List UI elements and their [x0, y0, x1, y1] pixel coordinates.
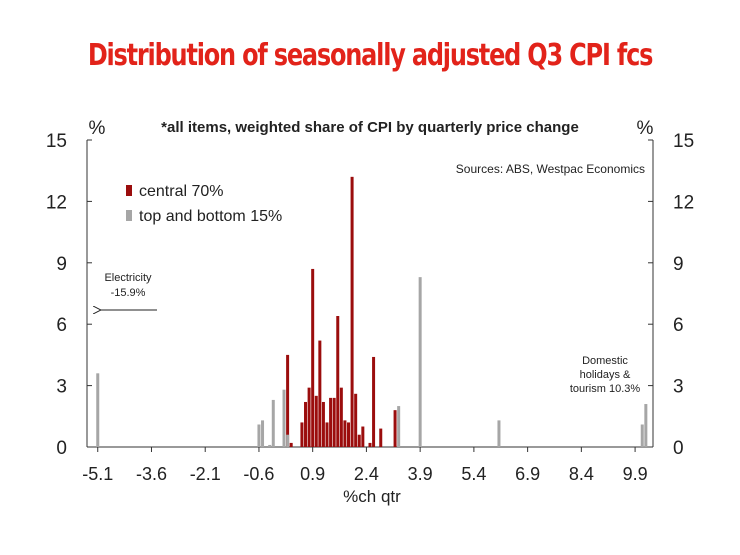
x-tick-label: -3.6: [136, 464, 167, 484]
bar-central: [339, 387, 343, 447]
y-tick-label-left: 9: [56, 254, 67, 275]
bar-tails: [282, 389, 286, 447]
bar-tails: [286, 434, 290, 447]
annotation-electricity-line1: Electricity: [104, 272, 152, 284]
y-tick-label-left: 6: [56, 315, 67, 336]
bar-tails: [261, 420, 265, 447]
bar-central: [336, 316, 340, 447]
y-tick-label-left: 15: [46, 131, 67, 152]
bar-central: [329, 397, 333, 447]
bar-central: [286, 354, 290, 447]
x-tick-label: -2.1: [190, 464, 221, 484]
bar-central: [325, 422, 329, 447]
bar-central: [354, 393, 358, 447]
bar-central: [318, 340, 322, 447]
x-tick-label: 6.9: [515, 464, 540, 484]
y-tick-label-left: 0: [56, 438, 67, 459]
bar-tails: [644, 404, 648, 447]
annotation-electricity: Electricity -15.9%: [100, 272, 157, 310]
bar-central: [368, 442, 372, 447]
bar-central: [300, 422, 304, 447]
y-tick-label-right: 9: [673, 254, 684, 275]
bar-tails: [497, 420, 501, 447]
y-unit-left: %: [89, 118, 106, 139]
legend-swatch-tails: [126, 210, 132, 221]
bar-central: [361, 426, 365, 447]
legend-label-tails: top and bottom 15%: [139, 208, 282, 225]
bar-central: [321, 401, 325, 447]
annotation-domestic-line3: tourism 10.3%: [570, 383, 641, 395]
x-tick-label: 9.9: [623, 464, 648, 484]
annotation-domestic-line1: Domestic: [582, 355, 628, 367]
annotation-domestic-holidays: Domestic holidays & tourism 10.3%: [570, 355, 641, 395]
y-tick-label-left: 12: [46, 192, 67, 213]
bar-central: [350, 176, 354, 447]
x-axis-label: %ch qtr: [343, 487, 401, 506]
bar-central: [289, 442, 293, 447]
legend-swatch-central: [126, 185, 132, 196]
bar-tails: [397, 406, 401, 447]
source-note: Sources: ABS, Westpac Economics: [456, 162, 645, 176]
bar-tails: [268, 444, 272, 447]
x-tick-label: -0.6: [243, 464, 274, 484]
page-title: Distribution of seasonally adjusted Q3 C…: [87, 38, 654, 73]
x-tick-label: 2.4: [354, 464, 379, 484]
x-tick-label: -5.1: [82, 464, 113, 484]
legend: central 70% top and bottom 15%: [126, 183, 282, 225]
y-tick-label-right: 6: [673, 315, 684, 336]
bar-central: [343, 420, 347, 447]
y-tick-label-left: 3: [56, 377, 67, 398]
legend-label-central: central 70%: [139, 183, 224, 200]
bar-central: [393, 410, 397, 447]
bar-central: [304, 401, 308, 447]
y-unit-right: %: [637, 118, 654, 139]
x-tick-label: 3.9: [408, 464, 433, 484]
bar-central: [379, 428, 383, 447]
bar-central: [311, 268, 315, 447]
y-tick-label-right: 15: [673, 131, 694, 152]
annotation-electricity-line2: -15.9%: [111, 287, 146, 299]
bar-central: [372, 356, 376, 447]
x-tick-label: 8.4: [569, 464, 594, 484]
bar-tails: [257, 424, 261, 447]
annotation-domestic-line2: holidays &: [580, 369, 631, 381]
bar-central: [307, 387, 311, 447]
x-tick-label: 5.4: [461, 464, 486, 484]
chart-subtitle: *all items, weighted share of CPI by qua…: [161, 119, 579, 136]
bar-central: [347, 422, 351, 447]
y-tick-label-right: 3: [673, 377, 684, 398]
y-tick-label-right: 12: [673, 192, 694, 213]
x-tick-label: 0.9: [300, 464, 325, 484]
bar-tails: [96, 373, 100, 447]
bar-central: [357, 434, 361, 447]
bar-central: [332, 397, 336, 447]
y-tick-label-right: 0: [673, 438, 684, 459]
bar-central: [314, 395, 318, 447]
bar-tails: [271, 399, 275, 447]
bar-tails: [418, 277, 422, 447]
bar-tails: [640, 424, 644, 447]
